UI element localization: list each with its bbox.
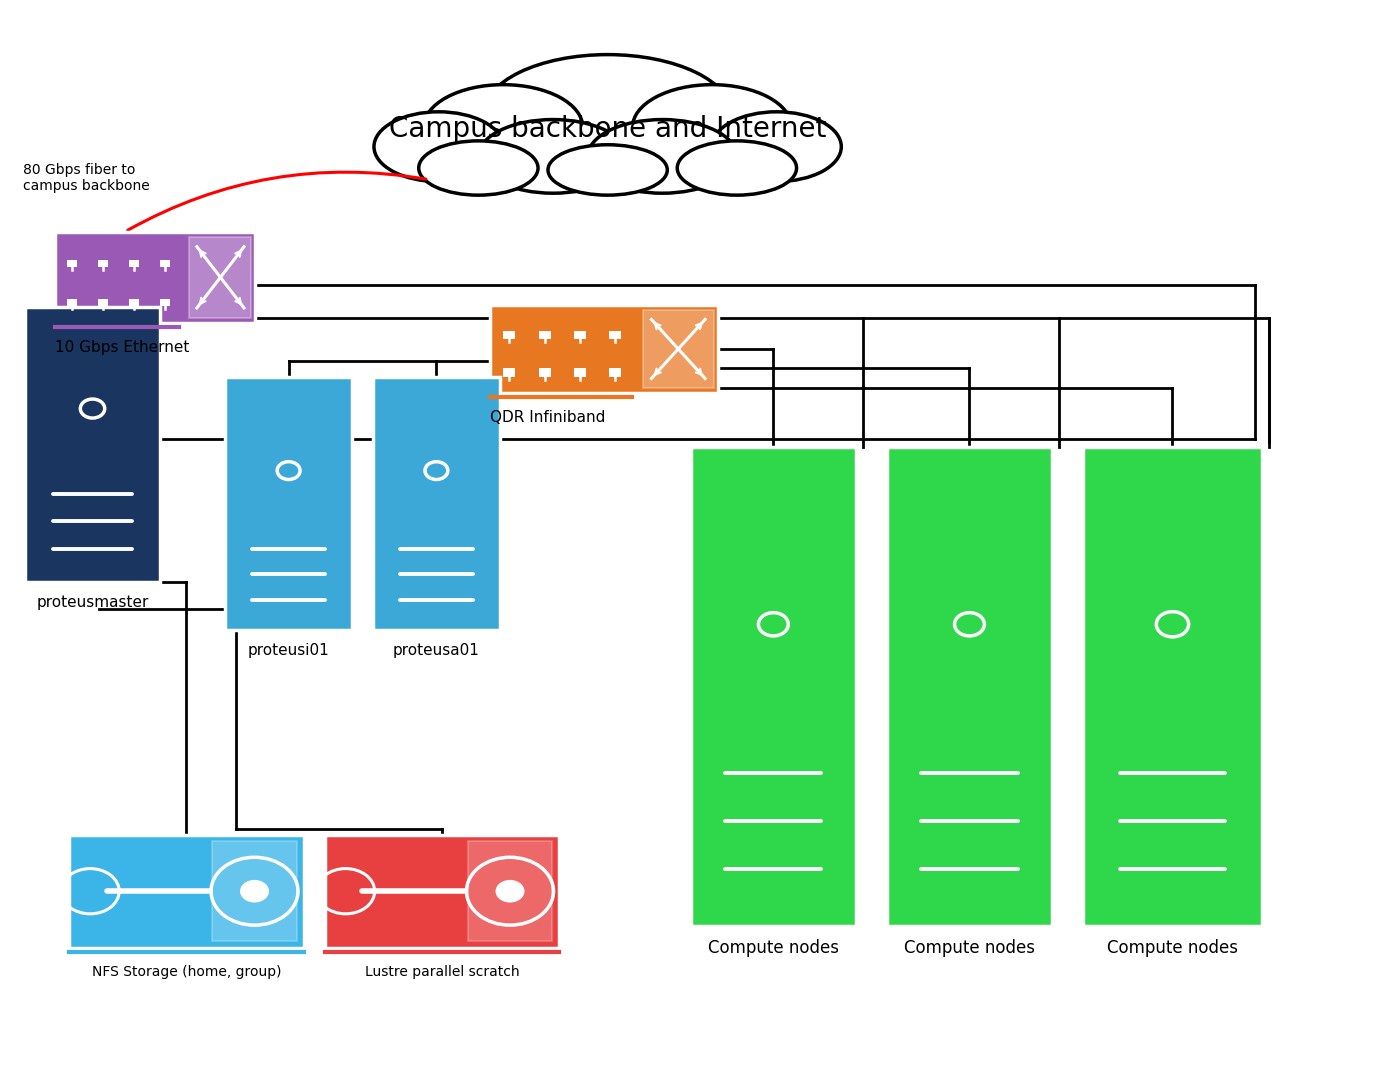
Text: QDR Infiniband: QDR Infiniband <box>490 410 606 425</box>
Ellipse shape <box>483 55 732 174</box>
Text: Campus backbone and Internet: Campus backbone and Internet <box>389 115 826 143</box>
FancyBboxPatch shape <box>539 331 551 339</box>
Circle shape <box>240 880 269 903</box>
FancyBboxPatch shape <box>160 299 170 306</box>
FancyBboxPatch shape <box>98 260 108 267</box>
FancyBboxPatch shape <box>503 331 515 339</box>
FancyBboxPatch shape <box>609 368 621 377</box>
FancyBboxPatch shape <box>690 447 856 926</box>
Ellipse shape <box>424 85 583 170</box>
FancyBboxPatch shape <box>69 835 304 948</box>
FancyBboxPatch shape <box>225 377 352 630</box>
FancyBboxPatch shape <box>55 232 255 323</box>
Ellipse shape <box>478 120 627 193</box>
Ellipse shape <box>418 141 539 195</box>
Text: Compute nodes: Compute nodes <box>1108 939 1237 957</box>
FancyBboxPatch shape <box>213 841 297 941</box>
FancyBboxPatch shape <box>503 368 515 377</box>
Text: proteusmaster: proteusmaster <box>36 595 149 610</box>
Text: NFS Storage (home, group): NFS Storage (home, group) <box>91 965 282 979</box>
FancyBboxPatch shape <box>468 841 552 941</box>
FancyBboxPatch shape <box>490 305 718 393</box>
FancyBboxPatch shape <box>66 260 77 267</box>
FancyBboxPatch shape <box>160 260 170 267</box>
FancyBboxPatch shape <box>609 331 621 339</box>
FancyBboxPatch shape <box>644 310 714 388</box>
Text: Compute nodes: Compute nodes <box>708 939 838 957</box>
Ellipse shape <box>548 144 667 195</box>
Ellipse shape <box>677 141 797 195</box>
Text: Lustre parallel scratch: Lustre parallel scratch <box>365 965 519 979</box>
FancyBboxPatch shape <box>1083 447 1262 926</box>
FancyBboxPatch shape <box>189 237 251 318</box>
FancyBboxPatch shape <box>128 260 139 267</box>
Ellipse shape <box>588 120 737 193</box>
FancyBboxPatch shape <box>373 377 500 630</box>
FancyBboxPatch shape <box>66 299 77 306</box>
Text: 10 Gbps Ethernet: 10 Gbps Ethernet <box>55 340 189 355</box>
Ellipse shape <box>374 112 503 182</box>
FancyBboxPatch shape <box>98 299 108 306</box>
Text: 80 Gbps fiber to
campus backbone: 80 Gbps fiber to campus backbone <box>23 163 151 193</box>
FancyBboxPatch shape <box>887 447 1052 926</box>
FancyBboxPatch shape <box>574 331 586 339</box>
Text: proteusi01: proteusi01 <box>247 643 330 658</box>
FancyBboxPatch shape <box>325 835 559 948</box>
Text: proteusa01: proteusa01 <box>394 643 479 658</box>
Ellipse shape <box>632 85 791 170</box>
Text: Compute nodes: Compute nodes <box>905 939 1034 957</box>
Ellipse shape <box>713 112 841 182</box>
FancyBboxPatch shape <box>539 368 551 377</box>
Circle shape <box>496 880 525 903</box>
FancyBboxPatch shape <box>25 307 160 582</box>
FancyBboxPatch shape <box>574 368 586 377</box>
FancyBboxPatch shape <box>128 299 139 306</box>
